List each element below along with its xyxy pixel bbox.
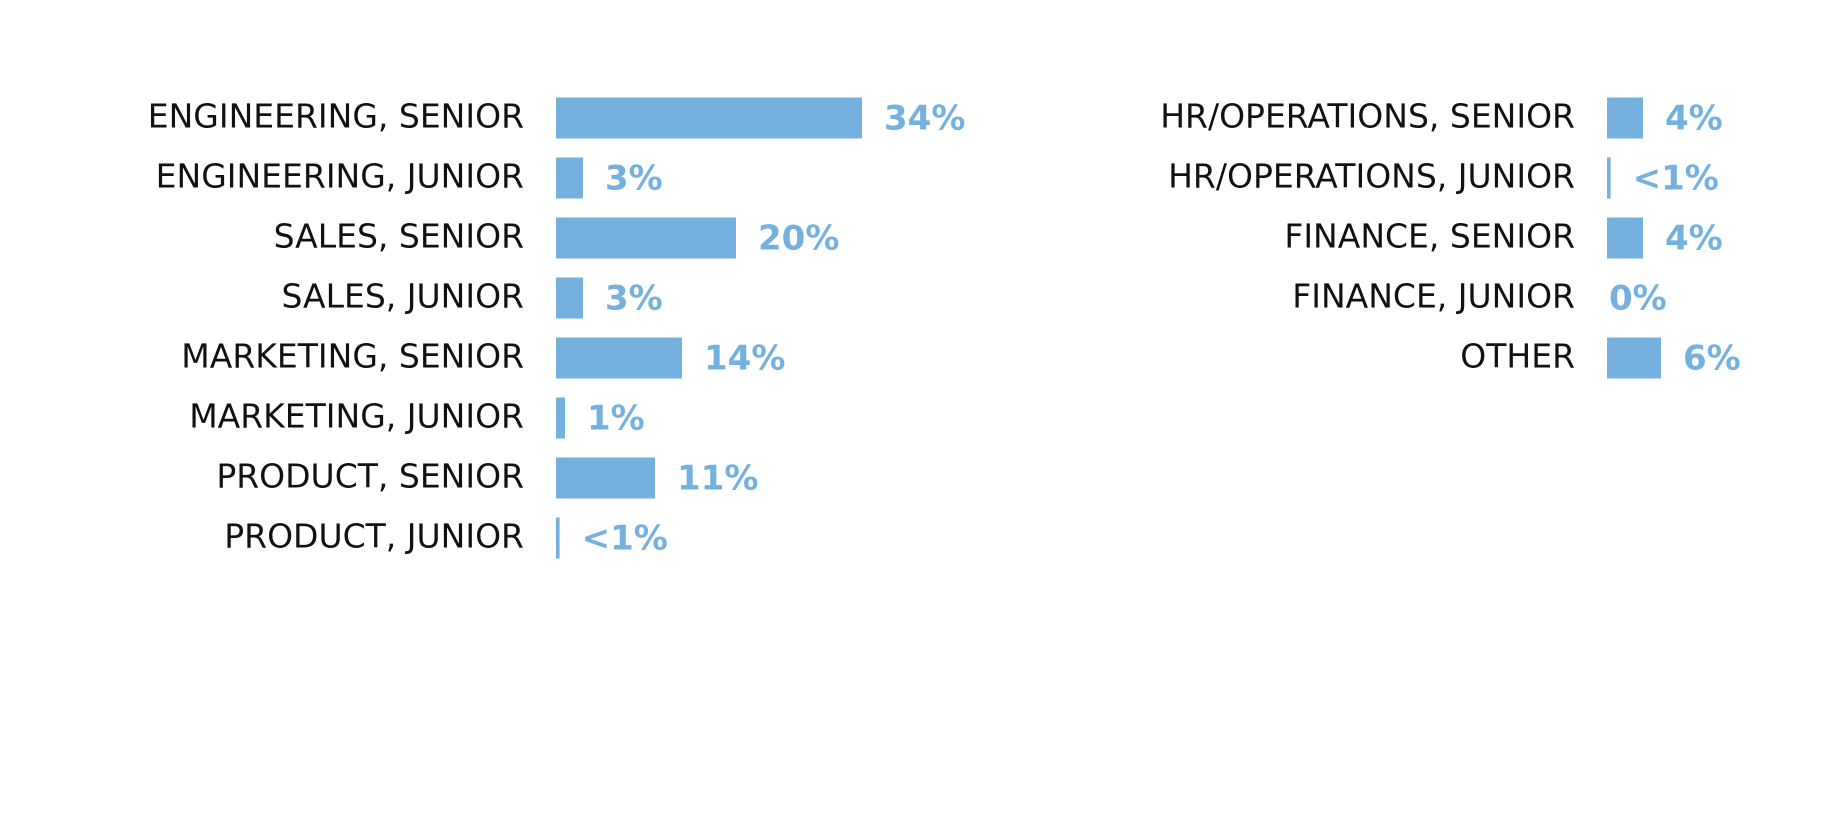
- value-label: 0%: [1609, 279, 1667, 319]
- category-label: MARKETING, JUNIOR: [189, 397, 524, 436]
- category-label: PRODUCT, JUNIOR: [224, 517, 524, 556]
- value-label: 3%: [605, 279, 663, 319]
- bar: [1607, 337, 1661, 379]
- value-label: 6%: [1683, 339, 1741, 379]
- category-label: FINANCE, SENIOR: [1284, 217, 1575, 256]
- value-label: 20%: [758, 219, 839, 259]
- category-label: ENGINEERING, SENIOR: [148, 97, 524, 136]
- category-label: HR/OPERATIONS, SENIOR: [1160, 97, 1575, 136]
- bar: [556, 337, 682, 379]
- bar: [556, 217, 736, 259]
- category-label: SALES, JUNIOR: [281, 277, 524, 316]
- bar: [556, 457, 655, 499]
- category-label: MARKETING, SENIOR: [181, 337, 524, 376]
- value-label: <1%: [1633, 159, 1719, 199]
- category-label: HR/OPERATIONS, JUNIOR: [1168, 157, 1575, 196]
- value-label: 4%: [1665, 99, 1723, 139]
- category-label: OTHER: [1460, 337, 1575, 376]
- bar: [1607, 217, 1643, 259]
- value-label: <1%: [582, 519, 668, 559]
- value-label: 11%: [677, 459, 758, 499]
- category-label: PRODUCT, SENIOR: [216, 457, 524, 496]
- bar: [556, 397, 565, 439]
- value-label: 34%: [884, 99, 965, 139]
- category-label: ENGINEERING, JUNIOR: [156, 157, 524, 196]
- bar: [556, 277, 583, 319]
- value-label: 3%: [605, 159, 663, 199]
- category-label: SALES, SENIOR: [274, 217, 524, 256]
- value-label: 14%: [704, 339, 785, 379]
- bar: [1607, 97, 1643, 139]
- value-label: 4%: [1665, 219, 1723, 259]
- bar: [556, 517, 560, 559]
- bar: [556, 97, 862, 139]
- category-label: FINANCE, JUNIOR: [1292, 277, 1575, 316]
- value-label: 1%: [587, 399, 645, 439]
- bar: [556, 157, 583, 199]
- bar: [1607, 157, 1611, 199]
